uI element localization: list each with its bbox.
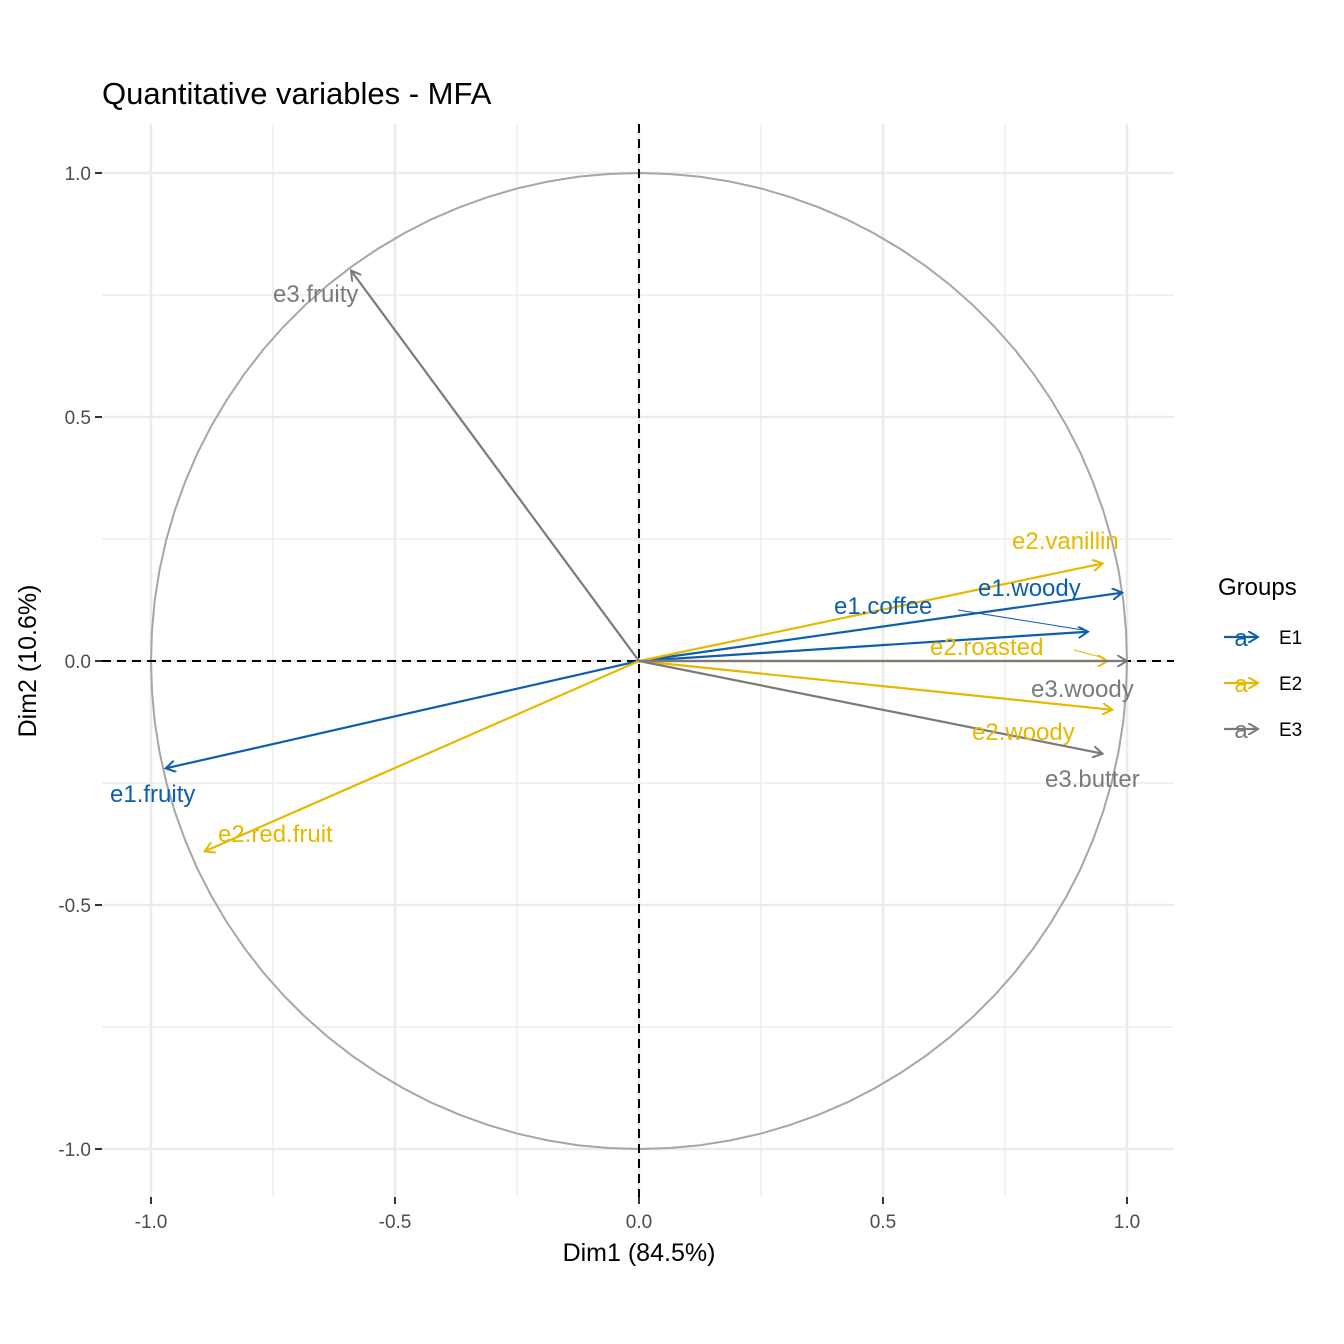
x-axis-ticks: -1.0 -0.5 0.0 0.5 1.0 (135, 1197, 1140, 1233)
label-e2-woody: e2.woody (972, 719, 1075, 746)
y-axis-title: Dim2 (10.6%) (14, 585, 42, 738)
x-tick-label: 0.5 (870, 1212, 896, 1233)
arrow-e1-woody (638, 593, 1122, 663)
y-tick-label: 0.5 (65, 408, 91, 429)
label-e2-roasted: e2.roasted (930, 634, 1043, 661)
arrow-e2-red-fruit (205, 659, 640, 851)
x-tick-label: 1.0 (1114, 1212, 1140, 1233)
y-tick-label: 0.0 (65, 652, 91, 673)
variable-arrows (166, 271, 1127, 852)
variable-labels: e1.fruity e1.woody e1.coffee e2.red.fruit e2… (110, 281, 1140, 848)
x-tick-label: -1.0 (135, 1212, 168, 1233)
legend: Groups a E1 a E2 a E3 (1218, 574, 1302, 744)
label-e1-woody: e1.woody (978, 575, 1081, 602)
chart-title: Quantitative variables - MFA (102, 76, 492, 111)
arrow-e2-vanillin (638, 563, 1103, 663)
arrow-e3-butter (638, 659, 1103, 754)
arrow-e1-coffee (638, 632, 1088, 663)
y-tick-label: -1.0 (58, 1140, 91, 1161)
legend-symbol: a (1234, 671, 1248, 698)
y-tick-label: -0.5 (58, 896, 91, 917)
legend-label-E1: E1 (1279, 628, 1302, 649)
arrow-e3-fruity (351, 271, 640, 662)
x-tick-label: 0.0 (626, 1212, 652, 1233)
legend-label-E2: E2 (1279, 674, 1302, 695)
label-e3-fruity: e3.fruity (273, 281, 358, 308)
y-tick-label: 1.0 (65, 164, 91, 185)
arrow-e1-fruity (166, 659, 640, 768)
label-e1-fruity: e1.fruity (110, 781, 195, 808)
label-e2-red-fruit: e2.red.fruit (218, 821, 333, 848)
label-leader-e2-roasted (1073, 649, 1105, 659)
legend-symbol: a (1234, 717, 1248, 744)
label-e3-butter: e3.butter (1045, 766, 1140, 793)
x-tick-label: -0.5 (379, 1212, 412, 1233)
label-e3-woody: e3.woody (1031, 676, 1134, 703)
x-axis-title: Dim1 (84.5%) (563, 1239, 716, 1267)
label-e2-vanillin: e2.vanillin (1012, 528, 1119, 555)
legend-symbol: a (1234, 625, 1248, 652)
legend-label-E3: E3 (1279, 720, 1302, 741)
arrow-e2-woody (638, 659, 1112, 710)
y-axis-ticks: -1.0 -0.5 0.0 0.5 1.0 (58, 164, 102, 1161)
label-e1-coffee: e1.coffee (834, 593, 932, 620)
legend-title: Groups (1218, 574, 1297, 601)
label-leader-e1-coffee (957, 609, 1084, 631)
